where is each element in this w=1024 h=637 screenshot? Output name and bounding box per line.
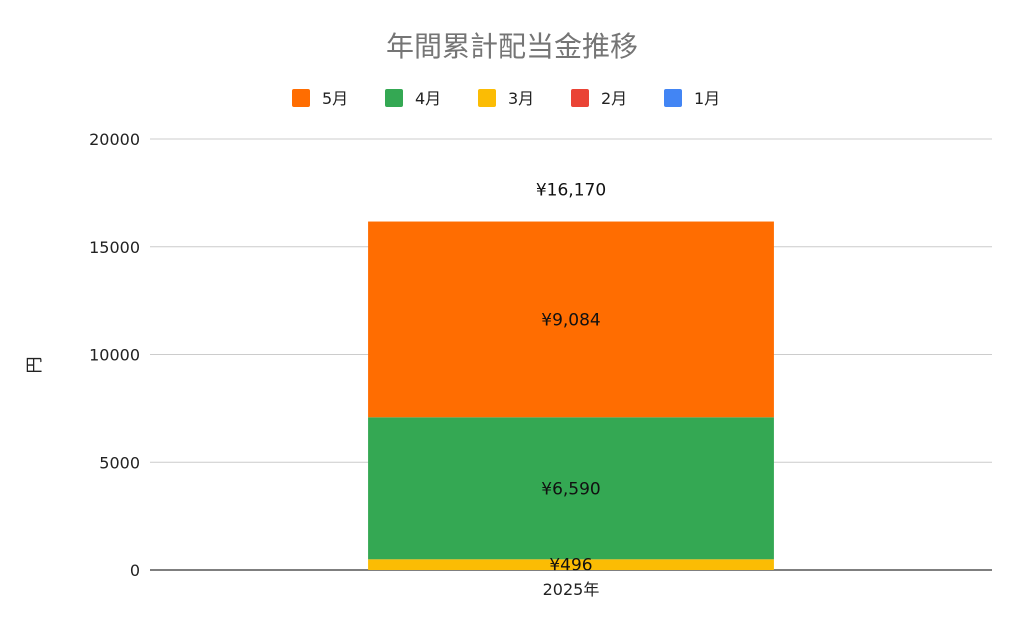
y-tick-label: 15000 — [89, 238, 140, 257]
bar-data-label: ¥9,084 — [541, 310, 600, 330]
legend-label: 2月 — [601, 89, 627, 108]
legend-swatch — [292, 89, 310, 107]
legend-label: 4月 — [415, 89, 441, 108]
legend-swatch — [571, 89, 589, 107]
y-tick-label: 20000 — [89, 130, 140, 149]
chart-data-labels: ¥496 ¥6,590 ¥9,084 ¥16,170 — [536, 181, 606, 576]
y-tick-label: 0 — [130, 561, 140, 580]
bar-data-label: ¥496 — [549, 556, 592, 576]
legend-label: 1月 — [694, 89, 720, 108]
chart-title: 年間累計配当金推移 — [386, 30, 638, 63]
y-tick-label: 5000 — [99, 453, 140, 472]
x-axis-ticks: 2025年 — [543, 580, 600, 599]
chart-legend: 5月 4月 3月 2月 1月 — [292, 89, 720, 108]
bar-segment — [368, 417, 774, 560]
y-tick-label: 10000 — [89, 346, 140, 365]
x-tick-label: 2025年 — [543, 580, 600, 599]
bar-segment — [368, 221, 774, 418]
bar-total-label: ¥16,170 — [536, 181, 606, 201]
legend-label: 5月 — [322, 89, 348, 108]
y-axis-ticks: 0 5000 10000 15000 20000 — [89, 130, 140, 580]
y-axis-label: 円 — [25, 357, 45, 374]
legend-swatch — [478, 89, 496, 107]
chart-bars — [368, 221, 774, 570]
legend-swatch — [664, 89, 682, 107]
legend-swatch — [385, 89, 403, 107]
bar-data-label: ¥6,590 — [541, 479, 600, 499]
legend-label: 3月 — [508, 89, 534, 108]
bar-segment — [368, 559, 774, 570]
